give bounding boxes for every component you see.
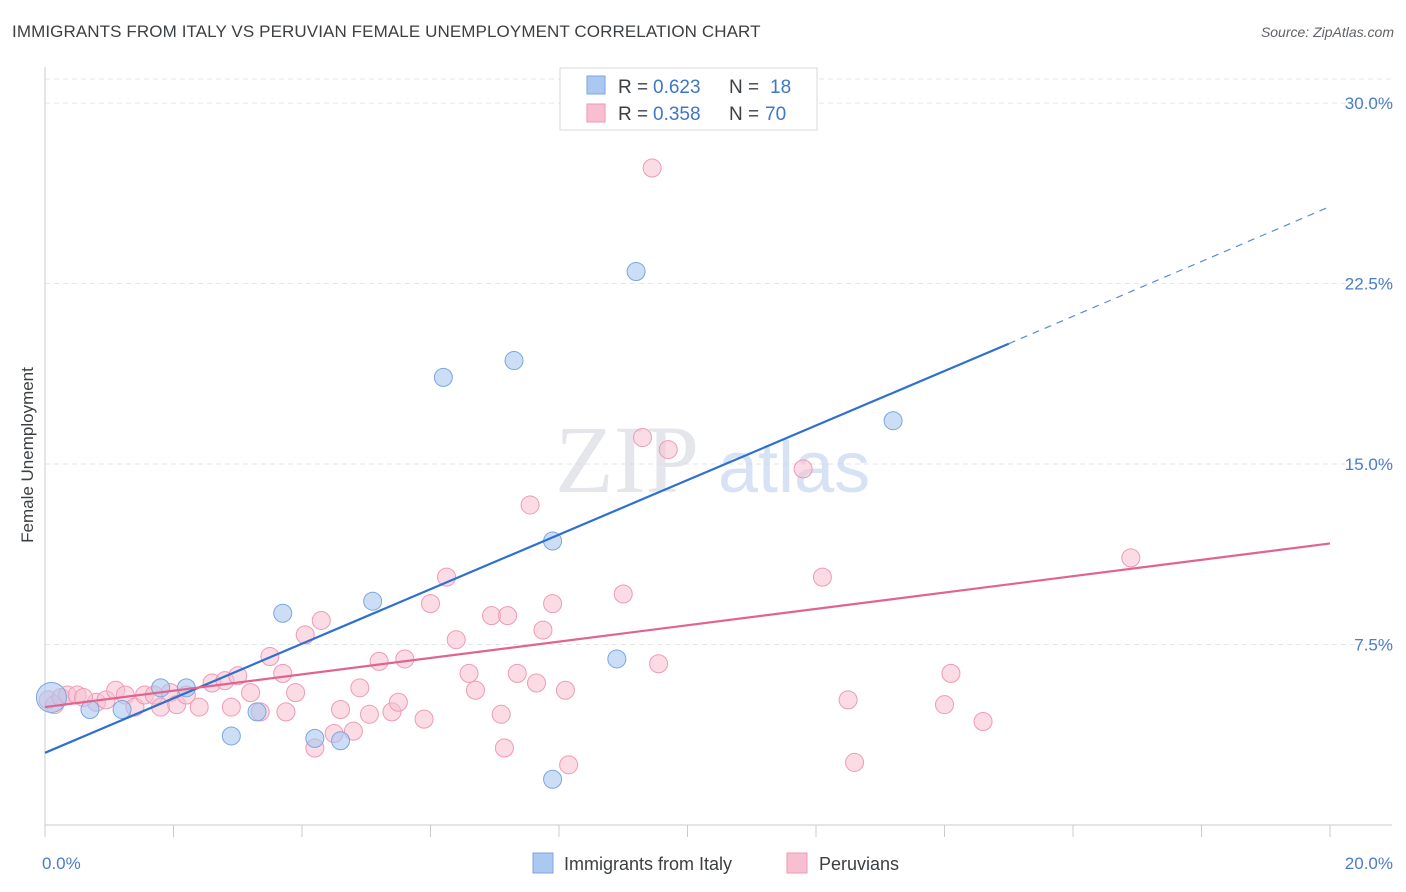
peru-point-43 (459, 663, 479, 683)
peru-point-54 (555, 680, 575, 700)
peru-point-48 (498, 606, 518, 626)
italy-point-10 (363, 591, 383, 611)
peru-point-40 (421, 594, 440, 614)
x-tick-label-1: 20.0% (1345, 854, 1393, 873)
y-axis-label: Female Unemployment (18, 367, 37, 543)
bottom-legend-swatch-peru (786, 852, 808, 874)
peru-point-61 (793, 459, 813, 479)
italy-points (35, 262, 903, 789)
peru-point-33 (350, 678, 370, 698)
peru-point-45 (482, 606, 502, 626)
peru-point-60 (658, 440, 678, 460)
peru-trend-line (44, 542, 1331, 709)
legend: R = 0.623 N = 18 R = 0.358 N = 70 (559, 67, 818, 131)
peru-point-26 (286, 683, 306, 703)
x-tick-label-0: 0.0% (42, 854, 81, 873)
legend-swatch-italy (586, 75, 606, 95)
peru-point-57 (633, 428, 653, 448)
legend-n-value-peru: 70 (765, 104, 786, 125)
y-tick-label-3: 30.0% (1345, 94, 1393, 113)
italy-point-8 (305, 728, 325, 748)
italy-point-9 (331, 731, 351, 751)
peru-point-66 (941, 663, 961, 683)
italy-trend-extension (1008, 205, 1331, 345)
watermark: ZIP atlas (555, 406, 870, 513)
peru-point-39 (414, 709, 434, 729)
legend-n-label-italy: N = (729, 77, 759, 98)
peru-point-64 (845, 752, 865, 772)
peru-point-29 (311, 610, 331, 630)
italy-point-2 (112, 699, 132, 719)
peru-point-21 (241, 683, 261, 703)
peru-point-52 (533, 620, 553, 640)
peru-point-50 (520, 495, 540, 515)
italy-point-14 (543, 769, 563, 789)
peru-point-46 (491, 704, 511, 724)
peru-point-37 (388, 692, 408, 712)
peru-point-35 (369, 651, 389, 671)
italy-point-12 (504, 351, 524, 371)
x-tick-labels: 0.0% 20.0% (42, 854, 1393, 873)
legend-swatch-peru (586, 103, 606, 123)
peru-point-38 (395, 649, 415, 669)
watermark-zip: ZIP (555, 406, 699, 513)
peru-point-56 (613, 584, 633, 604)
legend-n-label-peru: N = (729, 104, 759, 125)
italy-point-7 (273, 603, 293, 623)
peru-point-47 (494, 738, 514, 758)
peru-point-55 (559, 755, 579, 775)
chart-title: IMMIGRANTS FROM ITALY VS PERUVIAN FEMALE… (12, 22, 761, 41)
italy-point-15 (607, 649, 627, 669)
peru-point-42 (446, 630, 466, 650)
bottom-legend-swatch-italy (532, 852, 554, 874)
legend-n-value-italy: 18 (770, 77, 791, 98)
italy-point-16 (626, 262, 646, 282)
peru-point-24 (273, 663, 293, 683)
y-tick-label-2: 22.5% (1345, 275, 1393, 294)
legend-r-label-peru: R = (618, 104, 648, 125)
peru-point-65 (935, 695, 954, 715)
legend-r-value-peru: 0.358 (653, 104, 701, 125)
peru-point-19 (221, 697, 241, 717)
peru-point-41 (437, 567, 457, 587)
y-tick-label-0: 7.5% (1354, 636, 1393, 655)
peru-point-32 (343, 721, 363, 741)
source-label: Source: ZipAtlas.com (1260, 24, 1394, 40)
y-tick-label-1: 15.0% (1345, 455, 1393, 474)
peru-point-59 (649, 654, 669, 674)
grid-lines (45, 78, 1392, 646)
italy-point-6 (247, 702, 267, 722)
peru-point-67 (973, 712, 993, 732)
peru-point-16 (189, 697, 209, 717)
peru-point-49 (507, 663, 527, 683)
peru-point-58 (642, 158, 662, 178)
legend-r-value-italy: 0.623 (653, 77, 701, 98)
peru-point-34 (359, 704, 379, 724)
peru-point-44 (465, 680, 485, 700)
y-tick-labels: 7.5% 15.0% 22.5% 30.0% (1345, 94, 1393, 654)
peru-point-68 (1121, 548, 1141, 568)
italy-point-0 (35, 681, 67, 713)
bottom-legend-peru: Peruvians (819, 854, 899, 874)
italy-point-17 (883, 411, 903, 431)
italy-trend-line (44, 342, 1010, 754)
italy-point-5 (221, 726, 241, 746)
peru-point-62 (812, 567, 832, 587)
trend-lines (44, 205, 1331, 754)
peru-point-25 (276, 702, 296, 722)
peru-point-51 (527, 673, 547, 693)
peru-point-53 (543, 594, 563, 614)
legend-r-label-italy: R = (618, 77, 648, 98)
italy-point-11 (433, 367, 453, 387)
bottom-legend-italy: Immigrants from Italy (564, 854, 732, 874)
peru-point-63 (838, 690, 858, 710)
bottom-legend: Immigrants from Italy Peruvians (532, 852, 899, 874)
peru-point-31 (331, 699, 351, 719)
